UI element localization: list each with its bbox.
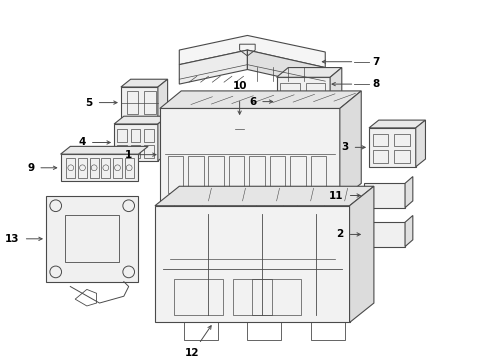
- Polygon shape: [179, 35, 325, 68]
- Text: 3: 3: [342, 142, 348, 152]
- Polygon shape: [155, 206, 349, 323]
- Polygon shape: [61, 147, 148, 154]
- Polygon shape: [405, 176, 413, 208]
- Polygon shape: [369, 120, 425, 128]
- Text: 9: 9: [27, 163, 34, 173]
- Polygon shape: [179, 50, 247, 84]
- Polygon shape: [158, 116, 168, 161]
- Polygon shape: [369, 128, 416, 167]
- Text: 4: 4: [78, 138, 86, 148]
- Text: 7: 7: [372, 57, 379, 67]
- Polygon shape: [416, 120, 425, 167]
- Polygon shape: [121, 79, 168, 87]
- Polygon shape: [364, 183, 405, 208]
- Polygon shape: [330, 68, 342, 126]
- Polygon shape: [276, 77, 330, 126]
- Polygon shape: [114, 124, 158, 161]
- Polygon shape: [46, 196, 138, 282]
- Text: 11: 11: [329, 190, 344, 201]
- Polygon shape: [364, 222, 405, 247]
- Polygon shape: [121, 87, 158, 118]
- Polygon shape: [231, 118, 248, 140]
- Text: 10: 10: [232, 81, 247, 91]
- Polygon shape: [61, 154, 138, 181]
- Polygon shape: [160, 108, 340, 201]
- Text: 5: 5: [85, 98, 93, 108]
- Text: 8: 8: [372, 79, 379, 89]
- Text: 6: 6: [249, 96, 256, 107]
- Text: 12: 12: [185, 348, 199, 358]
- Text: 1: 1: [124, 150, 132, 159]
- Polygon shape: [340, 91, 361, 201]
- Polygon shape: [247, 50, 325, 87]
- Polygon shape: [158, 79, 168, 118]
- Polygon shape: [155, 186, 374, 206]
- Polygon shape: [160, 91, 361, 108]
- Polygon shape: [349, 186, 374, 323]
- Polygon shape: [276, 68, 342, 77]
- Polygon shape: [405, 216, 413, 247]
- Polygon shape: [114, 116, 168, 124]
- Text: 2: 2: [337, 229, 344, 239]
- Text: 13: 13: [5, 234, 20, 244]
